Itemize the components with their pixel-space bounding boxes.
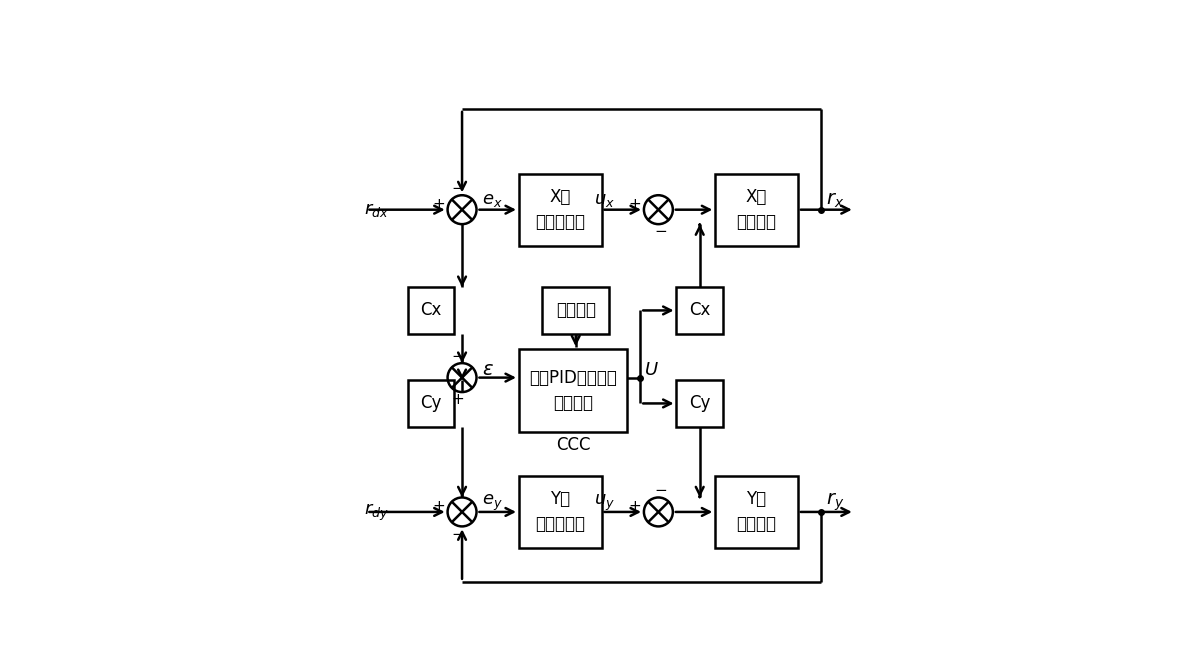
Bar xyxy=(408,380,454,427)
Text: $U$: $U$ xyxy=(644,361,660,379)
Bar xyxy=(677,287,722,333)
Text: Y轴
执行机构: Y轴 执行机构 xyxy=(737,491,777,533)
Text: +: + xyxy=(432,197,444,212)
Text: $r_x$: $r_x$ xyxy=(826,191,844,210)
Bar xyxy=(542,287,609,333)
Text: +: + xyxy=(452,393,465,407)
Text: Y轴
滑模控制器: Y轴 滑模控制器 xyxy=(536,491,585,533)
Text: Cx: Cx xyxy=(689,301,710,319)
Text: +: + xyxy=(628,499,641,514)
Bar xyxy=(715,174,798,246)
Bar xyxy=(519,476,602,548)
Text: 神经网络: 神经网络 xyxy=(556,301,596,319)
Text: +: + xyxy=(432,499,444,514)
Text: $u_x$: $u_x$ xyxy=(594,191,615,209)
Bar xyxy=(408,287,454,333)
Text: $u_y$: $u_y$ xyxy=(594,493,615,513)
Text: −: − xyxy=(655,224,667,240)
Text: +: + xyxy=(628,197,641,212)
Text: X轴
滑模控制器: X轴 滑模控制器 xyxy=(536,188,585,231)
Text: Cy: Cy xyxy=(689,395,710,413)
Text: X轴
执行机构: X轴 执行机构 xyxy=(737,188,777,231)
Text: Cx: Cx xyxy=(420,301,442,319)
Text: $r_{dy}$: $r_{dy}$ xyxy=(364,501,389,523)
Text: CCC: CCC xyxy=(556,435,590,454)
Text: 基于PID的交叉耦
合控制器: 基于PID的交叉耦 合控制器 xyxy=(530,369,618,412)
Text: −: − xyxy=(452,181,465,196)
Bar xyxy=(519,174,602,246)
Text: −: − xyxy=(452,527,465,541)
Text: $r_y$: $r_y$ xyxy=(826,492,844,513)
Bar xyxy=(715,476,798,548)
Text: −: − xyxy=(655,483,667,499)
Text: −: − xyxy=(452,349,465,364)
Text: Cy: Cy xyxy=(420,395,442,413)
Bar xyxy=(519,349,627,432)
Text: $r_{dx}$: $r_{dx}$ xyxy=(364,201,389,219)
Text: $e_x$: $e_x$ xyxy=(482,191,502,209)
Text: $\varepsilon$: $\varepsilon$ xyxy=(482,360,494,379)
Text: $e_y$: $e_y$ xyxy=(482,493,502,513)
Bar xyxy=(677,380,722,427)
